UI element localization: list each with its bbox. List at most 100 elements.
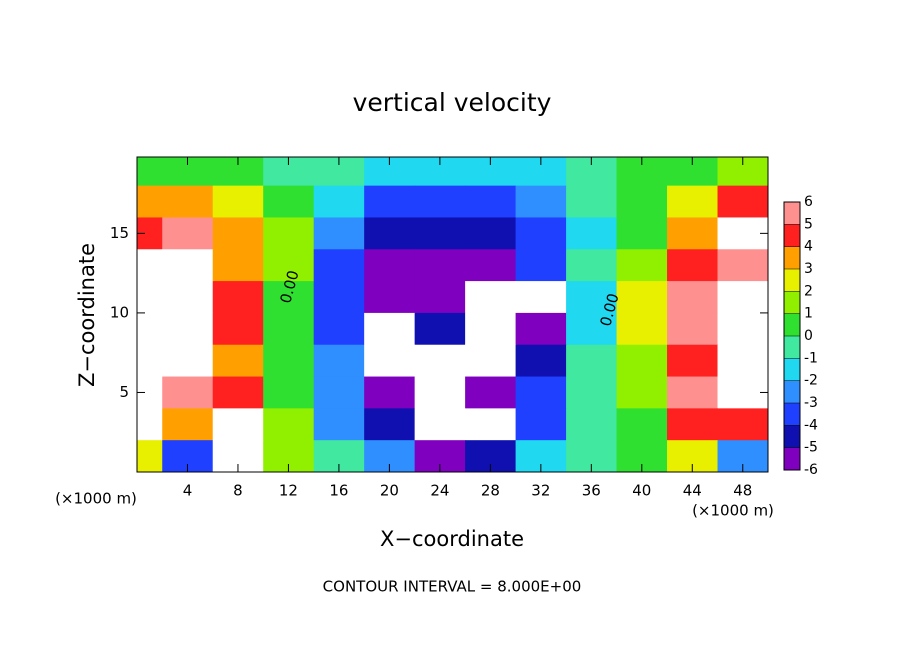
y-tick-label: 5 [119, 383, 129, 401]
field-cell [465, 185, 517, 218]
field-cell [137, 157, 163, 187]
field-cell [566, 344, 618, 378]
field-cell [717, 185, 769, 218]
field-cell [566, 249, 618, 282]
field-cell [263, 408, 315, 441]
x-tick-label: 20 [380, 482, 399, 500]
field-cell [465, 344, 517, 378]
colorbar-tick-label: 2 [804, 283, 813, 299]
field-cell [313, 312, 365, 346]
x-tick-label: 12 [279, 482, 298, 500]
field-cell [162, 408, 214, 441]
colorbar-band [784, 403, 800, 426]
field-cell [667, 312, 719, 346]
field-cell [667, 249, 719, 282]
field-cell [465, 217, 517, 250]
field-cell [364, 185, 416, 218]
field-cell [616, 217, 668, 250]
field-cell [515, 408, 567, 441]
x-unit-label: (×1000 m) [692, 502, 774, 520]
x-tick-label: 44 [683, 482, 702, 500]
field-cell [137, 249, 163, 282]
field-cell [616, 249, 668, 282]
field-cell [162, 281, 214, 314]
colorbar-band [784, 358, 800, 381]
field-cell [364, 312, 416, 346]
field-cell [162, 185, 214, 218]
x-tick-label: 40 [632, 482, 651, 500]
field-cell [465, 312, 517, 346]
field-cell [212, 281, 264, 314]
field-cell [137, 408, 163, 441]
colorbar-band [784, 313, 800, 336]
field-cell [566, 185, 618, 218]
field-cell [667, 344, 719, 378]
colorbar-band [784, 202, 800, 225]
field-cell [414, 344, 466, 378]
field-cell [313, 408, 365, 441]
colorbar-tick-label: -1 [804, 350, 818, 366]
field-cell [212, 408, 264, 441]
y-tick-label: 10 [110, 303, 129, 321]
field-cell [162, 249, 214, 282]
field-cell [616, 408, 668, 441]
colorbar-tick-label: 4 [804, 239, 813, 255]
field-cell [667, 185, 719, 218]
colorbar-band [784, 291, 800, 314]
field-cell [313, 249, 365, 282]
field-cell [263, 281, 315, 314]
field-cell [364, 281, 416, 314]
field-cell [566, 408, 618, 441]
field-cell [162, 217, 214, 250]
field-cell [515, 217, 567, 250]
field-cell [414, 281, 466, 314]
field-cell [414, 217, 466, 250]
field-cell [717, 249, 769, 282]
field-cell [616, 376, 668, 409]
field-cell [414, 185, 466, 218]
field-cell [137, 344, 163, 378]
plot-frame [136, 156, 769, 473]
field-cell [616, 281, 668, 314]
field-cell [137, 312, 163, 346]
field-cell [263, 376, 315, 409]
field-cell [515, 312, 567, 346]
y-axis-label: Z−coordinate [75, 243, 99, 387]
x-unit-label: (×1000 m) [55, 490, 137, 508]
colorbar-tick-label: -4 [804, 417, 818, 433]
field-cell [364, 217, 416, 250]
field-cell [263, 249, 315, 282]
field-cell [212, 312, 264, 346]
field-cell [667, 408, 719, 441]
field-cell [616, 312, 668, 346]
field-cell [465, 408, 517, 441]
x-tick-label: 24 [430, 482, 449, 500]
field-cell [162, 312, 214, 346]
field-cell [212, 376, 264, 409]
field-cell [313, 281, 365, 314]
chart-title: vertical velocity [353, 88, 552, 117]
field-cell [465, 281, 517, 314]
field-cell [263, 185, 315, 218]
colorbar-tick-label: 6 [804, 194, 813, 210]
colorbar-tick-label: -2 [804, 373, 818, 389]
y-tick-label: 15 [110, 224, 129, 242]
field-cell [717, 281, 769, 314]
field-cell [212, 185, 264, 218]
colorbar-band [784, 380, 800, 403]
colorbar-tick-label: 1 [804, 306, 813, 322]
field-cell [414, 408, 466, 441]
field-cell [717, 344, 769, 378]
field-cell [313, 376, 365, 409]
field-cell [263, 217, 315, 250]
x-tick-label: 36 [582, 482, 601, 500]
colorbar-tick-label: -3 [804, 395, 818, 411]
field-cell [137, 185, 163, 218]
field-cell [364, 408, 416, 441]
field-cell [515, 344, 567, 378]
x-tick-label: 28 [481, 482, 500, 500]
field-cell [263, 312, 315, 346]
field-cell [364, 344, 416, 378]
x-tick-label: 48 [733, 482, 752, 500]
field-cell [137, 281, 163, 314]
